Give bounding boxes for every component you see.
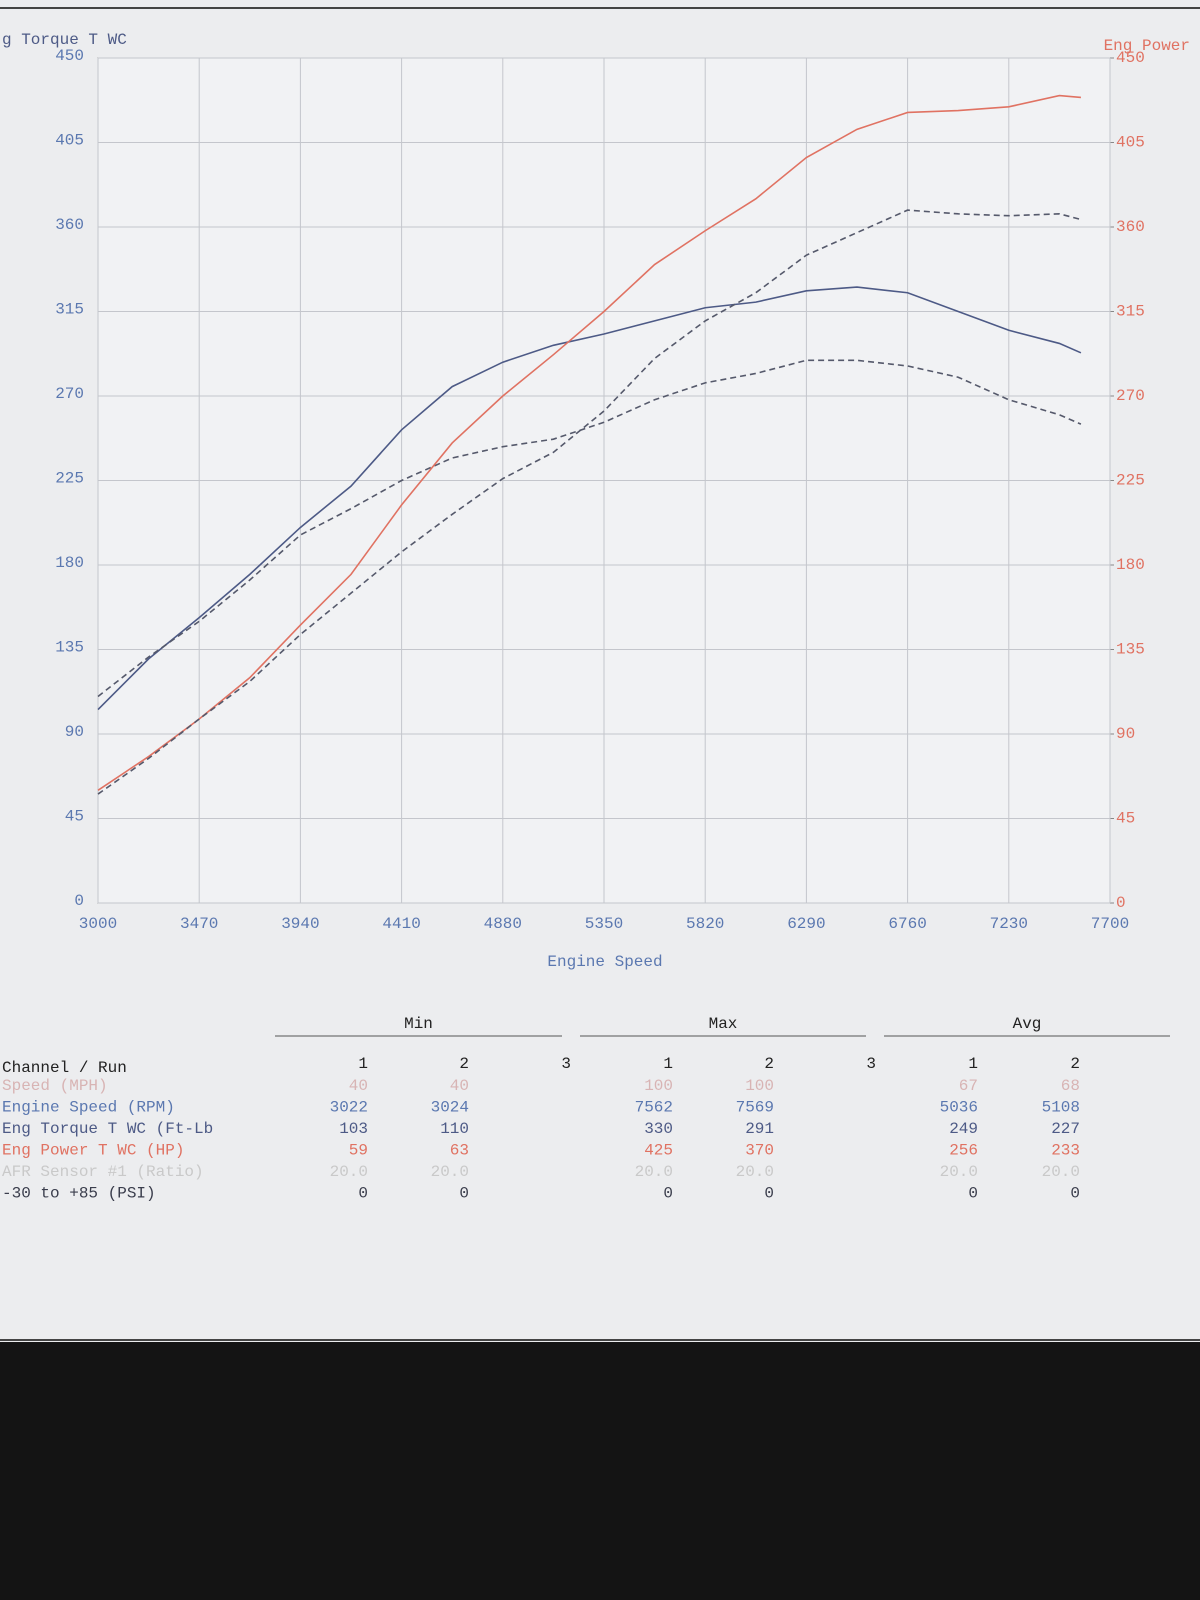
- cell-value: 67: [959, 1077, 978, 1095]
- cell-value: 5108: [1042, 1099, 1080, 1117]
- y2-tick-label: 315: [1116, 303, 1145, 321]
- cell-value: 330: [644, 1120, 673, 1138]
- run-number: 1: [358, 1055, 368, 1073]
- series-line: [97, 209, 1082, 795]
- x-tick-label: 3470: [180, 915, 218, 933]
- y-tick-label: 270: [55, 385, 84, 403]
- cell-value: 68: [1061, 1077, 1080, 1095]
- cell-value: 20.0: [736, 1163, 774, 1181]
- cell-value: 20.0: [940, 1163, 978, 1181]
- y-axis-title: g Torque T WC: [2, 31, 127, 49]
- run-number: 2: [459, 1055, 469, 1073]
- run-number: 1: [968, 1055, 978, 1073]
- y-tick-label: 0: [74, 892, 84, 910]
- group-header: Max: [709, 1015, 738, 1033]
- cell-value: 20.0: [431, 1163, 469, 1181]
- cell-value: 3024: [431, 1099, 469, 1117]
- y-tick-label: 405: [55, 132, 84, 150]
- cell-value: 425: [644, 1142, 673, 1160]
- series-line: [97, 94, 1081, 791]
- background-surface: [0, 1342, 1200, 1600]
- y2-tick-label: 180: [1116, 556, 1145, 574]
- cell-value: 249: [949, 1120, 978, 1138]
- x-tick-label: 7230: [990, 915, 1028, 933]
- run-number: 3: [561, 1055, 571, 1073]
- cell-value: 100: [644, 1077, 673, 1095]
- x-tick-label: 5350: [585, 915, 623, 933]
- group-header: Min: [404, 1015, 433, 1033]
- cell-value: 3022: [330, 1099, 368, 1117]
- y2-tick-label: 225: [1116, 472, 1145, 490]
- series-line: [97, 286, 1082, 711]
- channel-name: -30 to +85 (PSI): [2, 1185, 156, 1203]
- y2-tick-label: 270: [1116, 387, 1145, 405]
- run-number: 2: [1070, 1055, 1080, 1073]
- y-tick-label: 135: [55, 639, 84, 657]
- x-tick-label: 6290: [787, 915, 825, 933]
- cell-value: 0: [764, 1185, 774, 1203]
- x-tick-label: 4880: [484, 915, 522, 933]
- y2-tick-label: 0: [1116, 894, 1126, 912]
- run-number: 3: [866, 1055, 876, 1073]
- y-tick-label: 450: [55, 47, 84, 65]
- channel-header: Channel / Run: [2, 1059, 127, 1077]
- y-tick-label: 225: [55, 470, 84, 488]
- y2-tick-label: 450: [1116, 49, 1145, 67]
- y2-tick-label: 405: [1116, 134, 1145, 152]
- x-axis-title: Engine Speed: [547, 953, 662, 971]
- cell-value: 256: [949, 1142, 978, 1160]
- cell-value: 20.0: [1042, 1163, 1080, 1181]
- series-line: [97, 359, 1082, 698]
- cell-value: 40: [349, 1077, 368, 1095]
- y-tick-label: 180: [55, 554, 84, 572]
- cell-value: 40: [450, 1077, 469, 1095]
- cell-value: 0: [459, 1185, 469, 1203]
- cell-value: 0: [1070, 1185, 1080, 1203]
- cell-value: 233: [1051, 1142, 1080, 1160]
- cell-value: 63: [450, 1142, 469, 1160]
- y-tick-label: 360: [55, 216, 84, 234]
- cell-value: 20.0: [635, 1163, 673, 1181]
- y2-tick-label: 45: [1116, 810, 1135, 828]
- channel-name: Engine Speed (RPM): [2, 1099, 175, 1117]
- x-tick-label: 6760: [888, 915, 926, 933]
- cell-value: 227: [1051, 1120, 1080, 1138]
- cell-value: 100: [745, 1077, 774, 1095]
- y-tick-label: 90: [65, 723, 84, 741]
- cell-value: 59: [349, 1142, 368, 1160]
- y2-axis-title: Eng Power: [1104, 37, 1190, 55]
- channel-name: AFR Sensor #1 (Ratio): [2, 1163, 204, 1181]
- y2-tick-label: 360: [1116, 218, 1145, 236]
- x-tick-label: 3000: [79, 915, 117, 933]
- run-number: 2: [764, 1055, 774, 1073]
- y-tick-label: 315: [55, 301, 84, 319]
- cell-value: 370: [745, 1142, 774, 1160]
- x-tick-label: 5820: [686, 915, 724, 933]
- cell-value: 0: [663, 1185, 673, 1203]
- cell-value: 0: [358, 1185, 368, 1203]
- cell-value: 20.0: [330, 1163, 368, 1181]
- cell-value: 5036: [940, 1099, 978, 1117]
- x-tick-label: 7700: [1091, 915, 1129, 933]
- cell-value: 291: [745, 1120, 774, 1138]
- y2-tick-label: 135: [1116, 641, 1145, 659]
- run-number: 1: [663, 1055, 673, 1073]
- channel-name: Eng Torque T WC (Ft-Lb: [2, 1120, 213, 1138]
- cell-value: 110: [440, 1120, 469, 1138]
- channel-name: Eng Power T WC (HP): [2, 1142, 184, 1160]
- cell-value: 103: [339, 1120, 368, 1138]
- cell-value: 0: [968, 1185, 978, 1203]
- x-tick-label: 4410: [382, 915, 420, 933]
- y-tick-label: 45: [65, 808, 84, 826]
- channel-name: Speed (MPH): [2, 1077, 108, 1095]
- cell-value: 7562: [635, 1099, 673, 1117]
- y2-tick-label: 90: [1116, 725, 1135, 743]
- x-tick-label: 3940: [281, 915, 319, 933]
- group-header: Avg: [1013, 1015, 1042, 1033]
- cell-value: 7569: [736, 1099, 774, 1117]
